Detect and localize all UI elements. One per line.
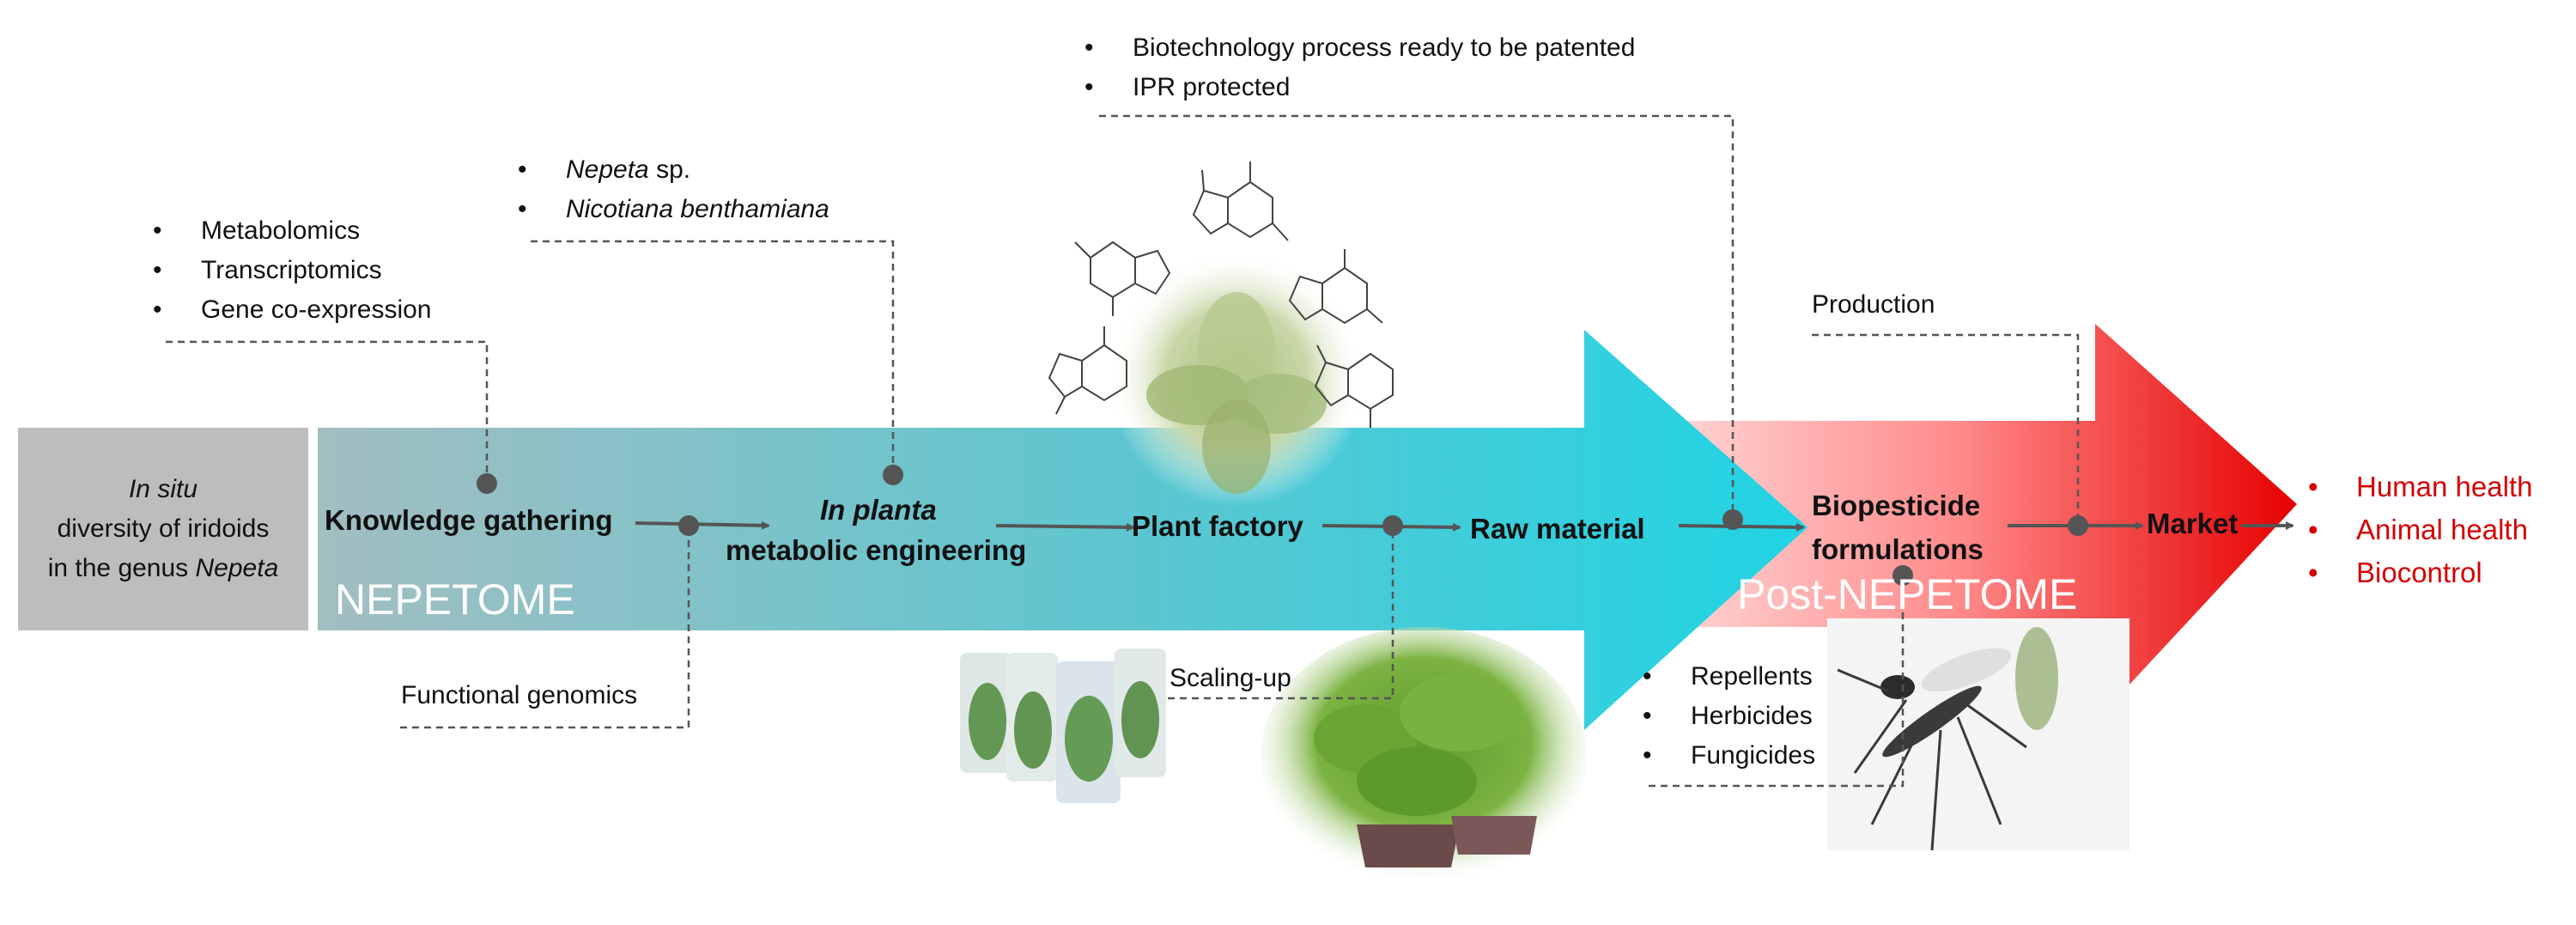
iridoid-structures bbox=[1048, 161, 1394, 428]
connector-production bbox=[1812, 333, 2080, 526]
omics-item: Transcriptomics bbox=[146, 251, 431, 290]
stage-knowledge-gathering: Knowledge gathering bbox=[325, 504, 613, 536]
stage-metabolic-engineering: metabolic engineering bbox=[726, 534, 1027, 566]
species-nepeta-genus: Nepeta bbox=[566, 155, 649, 184]
omics-item: Gene co-expression bbox=[146, 290, 431, 330]
callout-functional-genomics: Functional genomics bbox=[401, 681, 638, 709]
ipr-item: IPR protected bbox=[1078, 68, 1635, 107]
in-situ-genus: Nepeta bbox=[195, 554, 279, 582]
species-item-nicotiana: Nicotiana benthamiana bbox=[511, 190, 829, 229]
dot-functional bbox=[678, 515, 699, 536]
product-item: Fungicides bbox=[1636, 736, 1815, 776]
phase-nepetome: NEPETOME bbox=[335, 575, 575, 624]
in-situ-line3-text: in the genus bbox=[47, 554, 196, 582]
nicotiana-plants-photo bbox=[1261, 627, 1587, 885]
outcome-item: Animal health bbox=[2301, 508, 2532, 551]
arrow-inplanta-to-plantfactory bbox=[995, 522, 1135, 532]
ipr-list: Biotechnology process ready to be patent… bbox=[1078, 28, 1635, 107]
dot-knowledge bbox=[477, 473, 497, 494]
outcomes-list: Human health Animal health Biocontrol bbox=[2301, 466, 2532, 594]
arrow-knowledge-to-inplanta bbox=[635, 520, 770, 530]
stage-market: Market bbox=[2147, 508, 2239, 539]
stage-in-planta: In planta bbox=[820, 494, 937, 526]
outcome-item: Biocontrol bbox=[2301, 551, 2532, 594]
in-vitro-culture-photo bbox=[960, 648, 1166, 803]
in-situ-line3: in the genus Nepeta bbox=[48, 549, 279, 588]
in-situ-box: In situ diversity of iridoids in the gen… bbox=[18, 428, 308, 630]
connector-products bbox=[1649, 575, 1905, 788]
species-item-nepeta: Nepeta sp. bbox=[511, 150, 829, 190]
connector-omics bbox=[166, 340, 489, 484]
omics-list: Metabolomics Transcriptomics Gene co-exp… bbox=[146, 211, 431, 330]
in-situ-title: In situ bbox=[128, 475, 198, 503]
dot-ipr bbox=[1722, 509, 1743, 530]
connector-species bbox=[531, 240, 895, 475]
connector-functional-genomics bbox=[400, 526, 690, 729]
iridoid-structure-4 bbox=[1288, 249, 1383, 325]
product-item: Repellents bbox=[1636, 657, 1815, 697]
iridoid-structure-3 bbox=[1048, 326, 1127, 415]
iridoid-structure-5 bbox=[1314, 344, 1394, 428]
callout-connectors bbox=[166, 114, 2080, 788]
product-item: Herbicides bbox=[1636, 697, 1815, 736]
stage-raw-material: Raw material bbox=[1470, 513, 1645, 545]
stage-plant-factory: Plant factory bbox=[1132, 510, 1303, 542]
iridoid-structure-1 bbox=[1192, 161, 1289, 241]
nepeta-plant-photo bbox=[1108, 249, 1365, 507]
phase-post-nepetome: Post-NEPETOME bbox=[1737, 570, 2078, 618]
species-list: Nepeta sp. Nicotiana benthamiana bbox=[511, 150, 829, 229]
stage-formulations: formulations bbox=[1812, 533, 1984, 565]
species-nepeta-sp: sp. bbox=[648, 155, 691, 184]
outcome-item: Human health bbox=[2301, 466, 2532, 508]
products-list: Repellents Herbicides Fungicides bbox=[1636, 657, 1815, 776]
species-nicotiana-name: Nicotiana benthamiana bbox=[566, 195, 829, 223]
iridoid-structure-2 bbox=[1074, 240, 1171, 316]
connector-scaling-up bbox=[1168, 526, 1394, 700]
dot-scaling bbox=[1382, 515, 1403, 536]
dot-inplanta bbox=[883, 465, 903, 485]
connector-ipr bbox=[1099, 114, 1735, 520]
ipr-item: Biotechnology process ready to be patent… bbox=[1078, 28, 1635, 68]
callout-production: Production bbox=[1812, 290, 1935, 319]
dot-production bbox=[2068, 515, 2088, 536]
in-situ-line2: diversity of iridoids bbox=[57, 514, 270, 543]
arrow-raw-to-biopesticide bbox=[1678, 522, 1805, 532]
omics-item: Metabolomics bbox=[146, 211, 431, 251]
stage-biopesticide: Biopesticide bbox=[1812, 490, 1981, 521]
mosquito-photo bbox=[1827, 618, 2129, 851]
callout-scaling-up: Scaling-up bbox=[1170, 664, 1291, 692]
dot-products bbox=[1893, 565, 1913, 586]
junction-dots bbox=[477, 465, 2088, 586]
